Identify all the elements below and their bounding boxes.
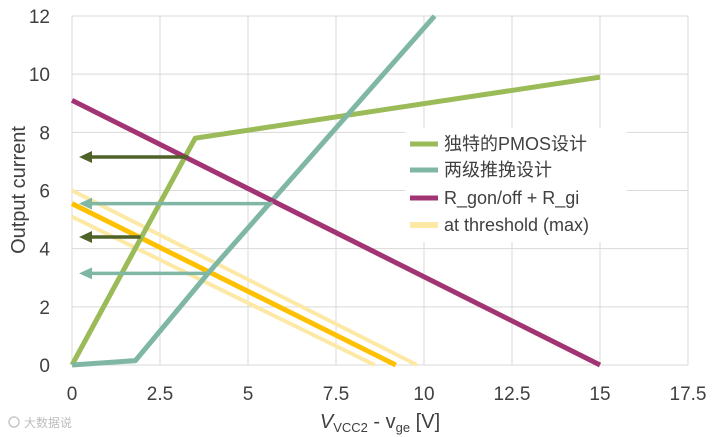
legend-background xyxy=(405,128,627,242)
legend-label-rgon: R_gon/off + R_gi xyxy=(444,188,579,209)
y-tick-label: 12 xyxy=(29,7,50,28)
y-tick-label: 2 xyxy=(39,298,50,319)
x-axis-label-v: V xyxy=(320,411,335,433)
arrows xyxy=(79,151,273,280)
series-line-3 xyxy=(71,214,376,367)
x-tick-label: 12.5 xyxy=(494,384,531,405)
series-line-4 xyxy=(71,188,418,367)
x-axis-label-sub1: VCC2 xyxy=(333,420,368,435)
x-axis-label: VVCC2 - vge [V] xyxy=(320,411,440,435)
x-tick-label: 2.5 xyxy=(147,384,173,405)
y-tick-label: 10 xyxy=(29,65,50,86)
x-axis-label-unit: [V] xyxy=(410,411,440,433)
legend-label-pushpull: 两级推挽设计 xyxy=(444,160,552,180)
x-tick-label: 17.5 xyxy=(670,384,707,405)
series-line-2 xyxy=(70,98,602,368)
series-line-0 xyxy=(69,74,601,367)
y-tick-label: 0 xyxy=(39,356,50,377)
x-tick-label: 5 xyxy=(243,384,254,405)
arrow-head xyxy=(79,231,93,244)
x-tick-label: 10 xyxy=(413,384,434,405)
x-tick-label: 7.5 xyxy=(323,384,349,405)
y-tick-label: 4 xyxy=(39,240,50,261)
series-line-1 xyxy=(71,14,437,368)
legend: 独特的PMOS设计 两级推挽设计 R_gon/off + R_gi at thr… xyxy=(405,128,627,242)
series-line-5 xyxy=(70,201,397,368)
legend-label-threshold: at threshold (max) xyxy=(444,215,589,235)
arrow-head xyxy=(79,267,93,280)
watermark-text: 大数据说 xyxy=(24,415,72,430)
y-tick-label: 8 xyxy=(39,123,50,144)
x-tick-label: 15 xyxy=(589,384,610,405)
arrow-head xyxy=(79,197,93,210)
watermark-icon xyxy=(8,416,20,428)
x-tick-labels: 0 2.5 5 7.5 10 12.5 15 17.5 xyxy=(67,384,707,405)
arrow-head xyxy=(79,151,93,164)
series-lines xyxy=(69,14,602,368)
x-tick-label: 0 xyxy=(67,384,78,405)
y-tick-label: 6 xyxy=(39,182,50,203)
x-axis-label-sub2: ge xyxy=(396,420,410,435)
y-tick-labels: 0 2 4 6 8 10 12 xyxy=(29,7,51,377)
legend-label-pmos: 独特的PMOS设计 xyxy=(444,134,587,154)
x-axis-label-mid: - v xyxy=(368,411,396,433)
y-axis-label: Output current xyxy=(8,126,30,254)
